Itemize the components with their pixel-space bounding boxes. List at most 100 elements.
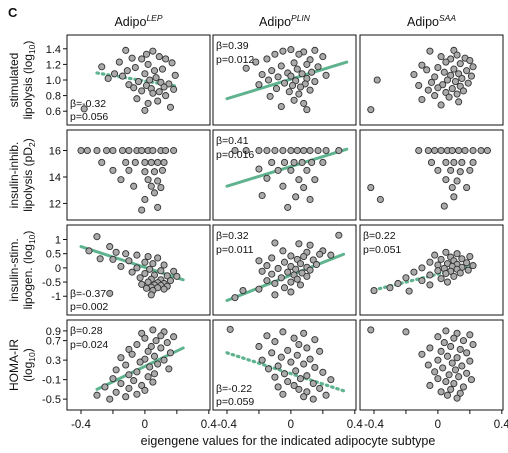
- data-point: [141, 334, 149, 342]
- data-point: [106, 395, 114, 403]
- data-point: [141, 158, 149, 166]
- y-tick-label: 0.8: [46, 91, 61, 103]
- data-point: [442, 248, 450, 256]
- data-point: [109, 146, 117, 155]
- data-point: [466, 56, 474, 65]
- row-label-text: lipolysis (log: [21, 54, 35, 119]
- data-point: [160, 261, 168, 269]
- data-point: [442, 158, 450, 166]
- data-point: [450, 65, 458, 73]
- data-point: [459, 87, 468, 95]
- data-point: [160, 285, 168, 293]
- data-point: [455, 98, 463, 106]
- data-point: [448, 146, 456, 155]
- data-point: [263, 332, 271, 340]
- row-label-subscript: 10: [27, 352, 37, 362]
- data-point: [138, 87, 146, 95]
- data-point: [426, 271, 434, 279]
- data-point: [263, 55, 271, 63]
- data-point: [147, 342, 155, 351]
- data-point: [138, 55, 146, 63]
- regression-line: [225, 60, 349, 101]
- data-point: [77, 146, 85, 155]
- data-point: [280, 370, 289, 378]
- data-point: [370, 287, 378, 295]
- row-label-subscript: 10: [27, 234, 37, 244]
- y-tick-label: -1: [51, 291, 61, 303]
- data-point: [296, 83, 305, 91]
- data-point: [284, 346, 292, 354]
- p-value-stat: p=0.051: [363, 244, 401, 256]
- data-point: [295, 50, 303, 58]
- y-tick-label: 1.4: [46, 44, 61, 56]
- data-point: [442, 378, 450, 386]
- data-point: [373, 76, 381, 84]
- column-header-superscript: SAA: [439, 13, 456, 23]
- data-point: [268, 270, 276, 278]
- data-point: [154, 360, 162, 368]
- data-point: [231, 146, 239, 155]
- data-point: [431, 92, 439, 100]
- p-value-stat: p=0.002: [70, 301, 108, 313]
- data-point: [293, 275, 301, 283]
- data-point: [306, 266, 314, 274]
- data-point: [277, 102, 285, 111]
- data-point: [264, 365, 273, 373]
- data-point: [144, 373, 152, 381]
- data-point: [263, 262, 271, 270]
- panel-frame: [212, 129, 357, 221]
- data-point: [157, 267, 165, 275]
- data-point: [157, 332, 165, 340]
- data-point: [255, 257, 263, 265]
- data-point: [96, 255, 104, 263]
- data-point: [415, 146, 423, 155]
- scatter-panel: β=-0.22p=0.059: [212, 319, 357, 411]
- y-tick-label: 0: [55, 263, 61, 275]
- p-value-stat: p=0.056: [70, 111, 108, 123]
- data-point: [415, 81, 423, 90]
- data-point: [134, 78, 143, 86]
- data-point: [306, 146, 314, 155]
- y-tick-label: 1.2: [46, 59, 61, 71]
- data-point: [112, 388, 120, 396]
- y-tick-label: -0.5: [42, 277, 61, 289]
- data-point: [290, 59, 298, 67]
- data-point: [423, 66, 431, 74]
- data-point: [466, 357, 474, 365]
- data-point: [450, 334, 458, 342]
- data-point: [279, 146, 287, 155]
- data-point: [263, 146, 271, 155]
- data-point: [144, 99, 152, 107]
- data-point: [306, 241, 314, 249]
- data-point: [306, 195, 314, 204]
- x-tick-label: -0.4: [217, 419, 237, 431]
- scatter-panel: β=-0.37p=0.002: [66, 224, 211, 316]
- data-point: [272, 85, 281, 93]
- data-point: [311, 78, 319, 86]
- row-label-suffix: ): [21, 138, 35, 142]
- data-point: [458, 74, 466, 82]
- beta-stat: β=-0.32: [70, 98, 106, 110]
- data-point: [279, 390, 287, 398]
- data-point: [296, 260, 305, 268]
- column-header-base: Adipo: [114, 15, 146, 29]
- data-point: [125, 146, 133, 155]
- data-point: [93, 146, 101, 155]
- data-point: [456, 269, 464, 277]
- data-point: [160, 83, 168, 91]
- data-point: [141, 168, 149, 176]
- data-point: [149, 89, 157, 97]
- data-point: [268, 254, 276, 262]
- data-point: [314, 63, 322, 71]
- data-point: [287, 146, 295, 155]
- data-point: [133, 390, 141, 398]
- data-point: [284, 203, 292, 211]
- data-point: [133, 368, 141, 376]
- data-point: [152, 74, 160, 82]
- row-label-line: lipolysis (log10): [21, 41, 37, 120]
- data-point: [271, 239, 279, 247]
- data-point: [268, 349, 276, 357]
- data-point: [431, 368, 439, 376]
- data-point: [466, 252, 474, 261]
- data-point: [279, 47, 287, 55]
